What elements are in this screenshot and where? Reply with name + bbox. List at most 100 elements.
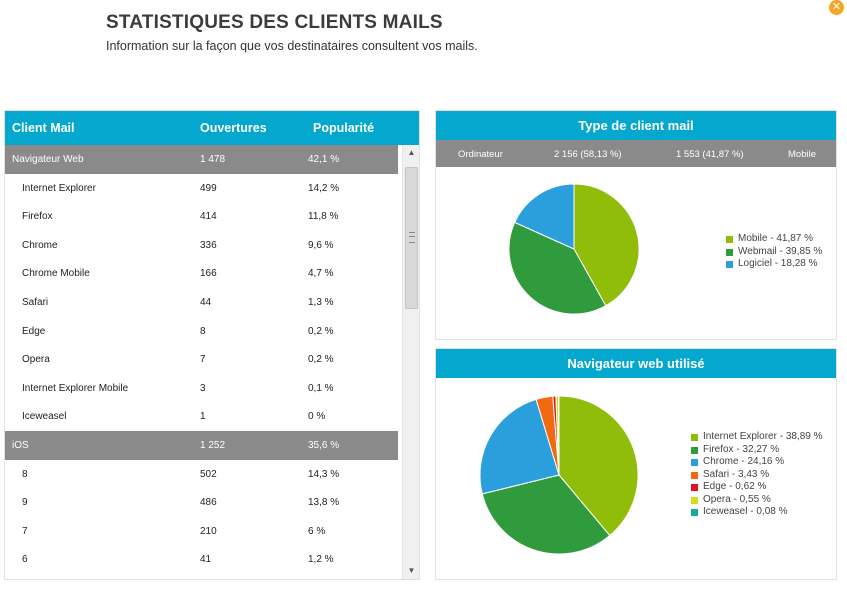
row-client-name: Iceweasel	[22, 411, 67, 423]
row-popularity: 14,2 %	[308, 182, 340, 194]
row-popularity: 11,8 %	[308, 211, 339, 223]
summary-right-value: 1 553 (41,87 %)	[676, 149, 744, 160]
table-header: Client Mail Ouvertures Popularité	[5, 111, 419, 145]
row-opens: 210	[200, 525, 217, 537]
pie-slice[interactable]	[481, 474, 611, 555]
row-popularity: 42,1 %	[308, 154, 340, 165]
close-icon[interactable]: ✕	[829, 0, 844, 15]
legend-item[interactable]: Opera - 0,55 %	[691, 494, 823, 507]
legend-label: Edge - 0,62 %	[703, 481, 767, 492]
row-client-name: iOS	[12, 439, 29, 451]
summary-left-label: Ordinateur	[458, 149, 503, 160]
legend-swatch	[691, 434, 698, 441]
pie-slice[interactable]	[573, 184, 640, 307]
table-row[interactable]: Internet Explorer Mobile 3 0,1 %	[5, 374, 398, 403]
column-header-opens[interactable]: Ouvertures	[200, 121, 267, 135]
pie-slice[interactable]	[558, 396, 639, 537]
browser-pie	[480, 396, 639, 555]
row-client-name: Chrome Mobile	[22, 268, 90, 280]
row-opens: 502	[200, 468, 217, 480]
row-opens: 8	[200, 325, 206, 337]
legend-swatch	[726, 248, 733, 256]
row-client-name: Opera	[22, 354, 50, 366]
legend-item[interactable]: Chrome - 24,16 %	[691, 456, 823, 469]
row-opens: 41	[200, 554, 212, 566]
row-popularity: 9,6 %	[308, 239, 334, 251]
row-popularity: 0 %	[308, 411, 326, 423]
table-body: Navigateur Web 1 478 42,1 % Internet Explor…	[5, 145, 398, 579]
grip-icon	[409, 232, 415, 243]
table-row[interactable]: 7 210 6 %	[5, 517, 398, 546]
table-group-row[interactable]: iOS 1 252 35,6 %	[5, 430, 398, 460]
table-row[interactable]: Chrome Mobile 166 4,7 %	[5, 259, 398, 288]
row-opens: 166	[200, 268, 217, 280]
row-popularity: 35,6 %	[308, 439, 340, 451]
legend-label: Internet Explorer - 38,89 %	[703, 431, 823, 442]
legend-item[interactable]: Iceweasel - 0,08 %	[691, 506, 823, 519]
clients-table: Client Mail Ouvertures Popularité Naviga…	[4, 110, 420, 580]
legend-swatch	[691, 509, 698, 516]
legend-label: Logiciel - 18,28 %	[738, 258, 818, 269]
table-row[interactable]: 8 502 14,3 %	[5, 460, 398, 489]
table-row[interactable]: 9 486 13,8 %	[5, 488, 398, 517]
legend-swatch	[691, 459, 698, 466]
table-row[interactable]: Internet Explorer 499 14,2 %	[5, 174, 398, 203]
table-row[interactable]: Iceweasel 1 0 %	[5, 402, 398, 431]
legend-label: Mobile - 41,87 %	[738, 233, 814, 244]
row-opens: 336	[200, 239, 217, 251]
scroll-down-icon[interactable]: ▼	[407, 566, 416, 575]
row-opens: 7	[200, 354, 206, 366]
legend-swatch	[726, 261, 733, 268]
client-type-summary: Ordinateur 2 156 (58,13 %) 1 553 (41,87 …	[436, 140, 836, 167]
pie-slice[interactable]	[509, 221, 607, 315]
row-client-name: 6	[22, 554, 28, 566]
table-group-row[interactable]: Navigateur Web 1 478 42,1 %	[5, 145, 398, 174]
table-row[interactable]: Opera 7 0,2 %	[5, 345, 398, 374]
legend-item[interactable]: Edge - 0,62 %	[691, 481, 823, 494]
row-client-name: Navigateur Web	[12, 154, 84, 165]
table-row[interactable]: Safari 44 1,3 %	[5, 288, 398, 317]
legend-item[interactable]: Webmail - 39,85 %	[726, 246, 822, 259]
legend-item[interactable]: Logiciel - 18,28 %	[726, 258, 822, 271]
table-scrollbar[interactable]: ▲ ▼	[402, 145, 419, 579]
row-client-name: Safari	[22, 296, 49, 308]
row-popularity: 14,3 %	[308, 468, 340, 480]
legend-item[interactable]: Safari - 3,43 %	[691, 469, 823, 482]
legend-swatch	[691, 484, 698, 491]
row-opens: 1 252	[200, 439, 226, 451]
row-popularity: 0,1 %	[308, 382, 334, 394]
legend-label: Iceweasel - 0,08 %	[703, 506, 788, 517]
summary-left-value: 2 156 (58,13 %)	[554, 149, 622, 160]
legend-swatch	[691, 471, 698, 479]
legend-item[interactable]: Mobile - 41,87 %	[726, 233, 822, 246]
table-row[interactable]: Edge 8 0,2 %	[5, 317, 398, 346]
client-type-legend: Mobile - 41,87 % Webmail - 39,85 % Logicie…	[726, 233, 822, 271]
row-popularity: 0,2 %	[308, 325, 334, 337]
row-opens: 1 478	[200, 154, 226, 165]
row-client-name: Internet Explorer	[22, 182, 96, 194]
scroll-up-icon[interactable]: ▲	[407, 148, 416, 157]
table-row[interactable]: 6 41 1,2 %	[5, 545, 398, 574]
legend-item[interactable]: Firefox - 32,27 %	[691, 444, 823, 457]
row-client-name: Chrome	[22, 239, 58, 251]
row-opens: 414	[200, 211, 217, 223]
table-row[interactable]: Firefox 414 11,8 %	[5, 202, 398, 231]
legend-swatch	[691, 496, 698, 504]
scrollbar-thumb[interactable]	[405, 167, 418, 309]
table-row[interactable]: Chrome 336 9,6 %	[5, 231, 398, 260]
row-opens: 3	[200, 382, 206, 394]
legend-label: Opera - 0,55 %	[703, 493, 771, 505]
row-client-name: 9	[22, 497, 28, 509]
column-header-client[interactable]: Client Mail	[12, 121, 75, 135]
column-header-popularity[interactable]: Popularité	[313, 121, 375, 135]
legend-item[interactable]: Internet Explorer - 38,89 %	[691, 431, 823, 444]
legend-label: Chrome - 24,16 %	[703, 456, 785, 467]
browser-title: Navigateur web utilisé	[436, 349, 836, 378]
browser-panel: Navigateur web utilisé Internet Explorer…	[435, 348, 837, 580]
row-opens: 499	[200, 182, 217, 194]
pie-slice[interactable]	[480, 398, 560, 495]
row-opens: 44	[200, 296, 212, 308]
row-popularity: 0,2 %	[308, 354, 334, 366]
pie-slice[interactable]	[514, 184, 575, 250]
row-client-name: Firefox	[22, 211, 53, 223]
